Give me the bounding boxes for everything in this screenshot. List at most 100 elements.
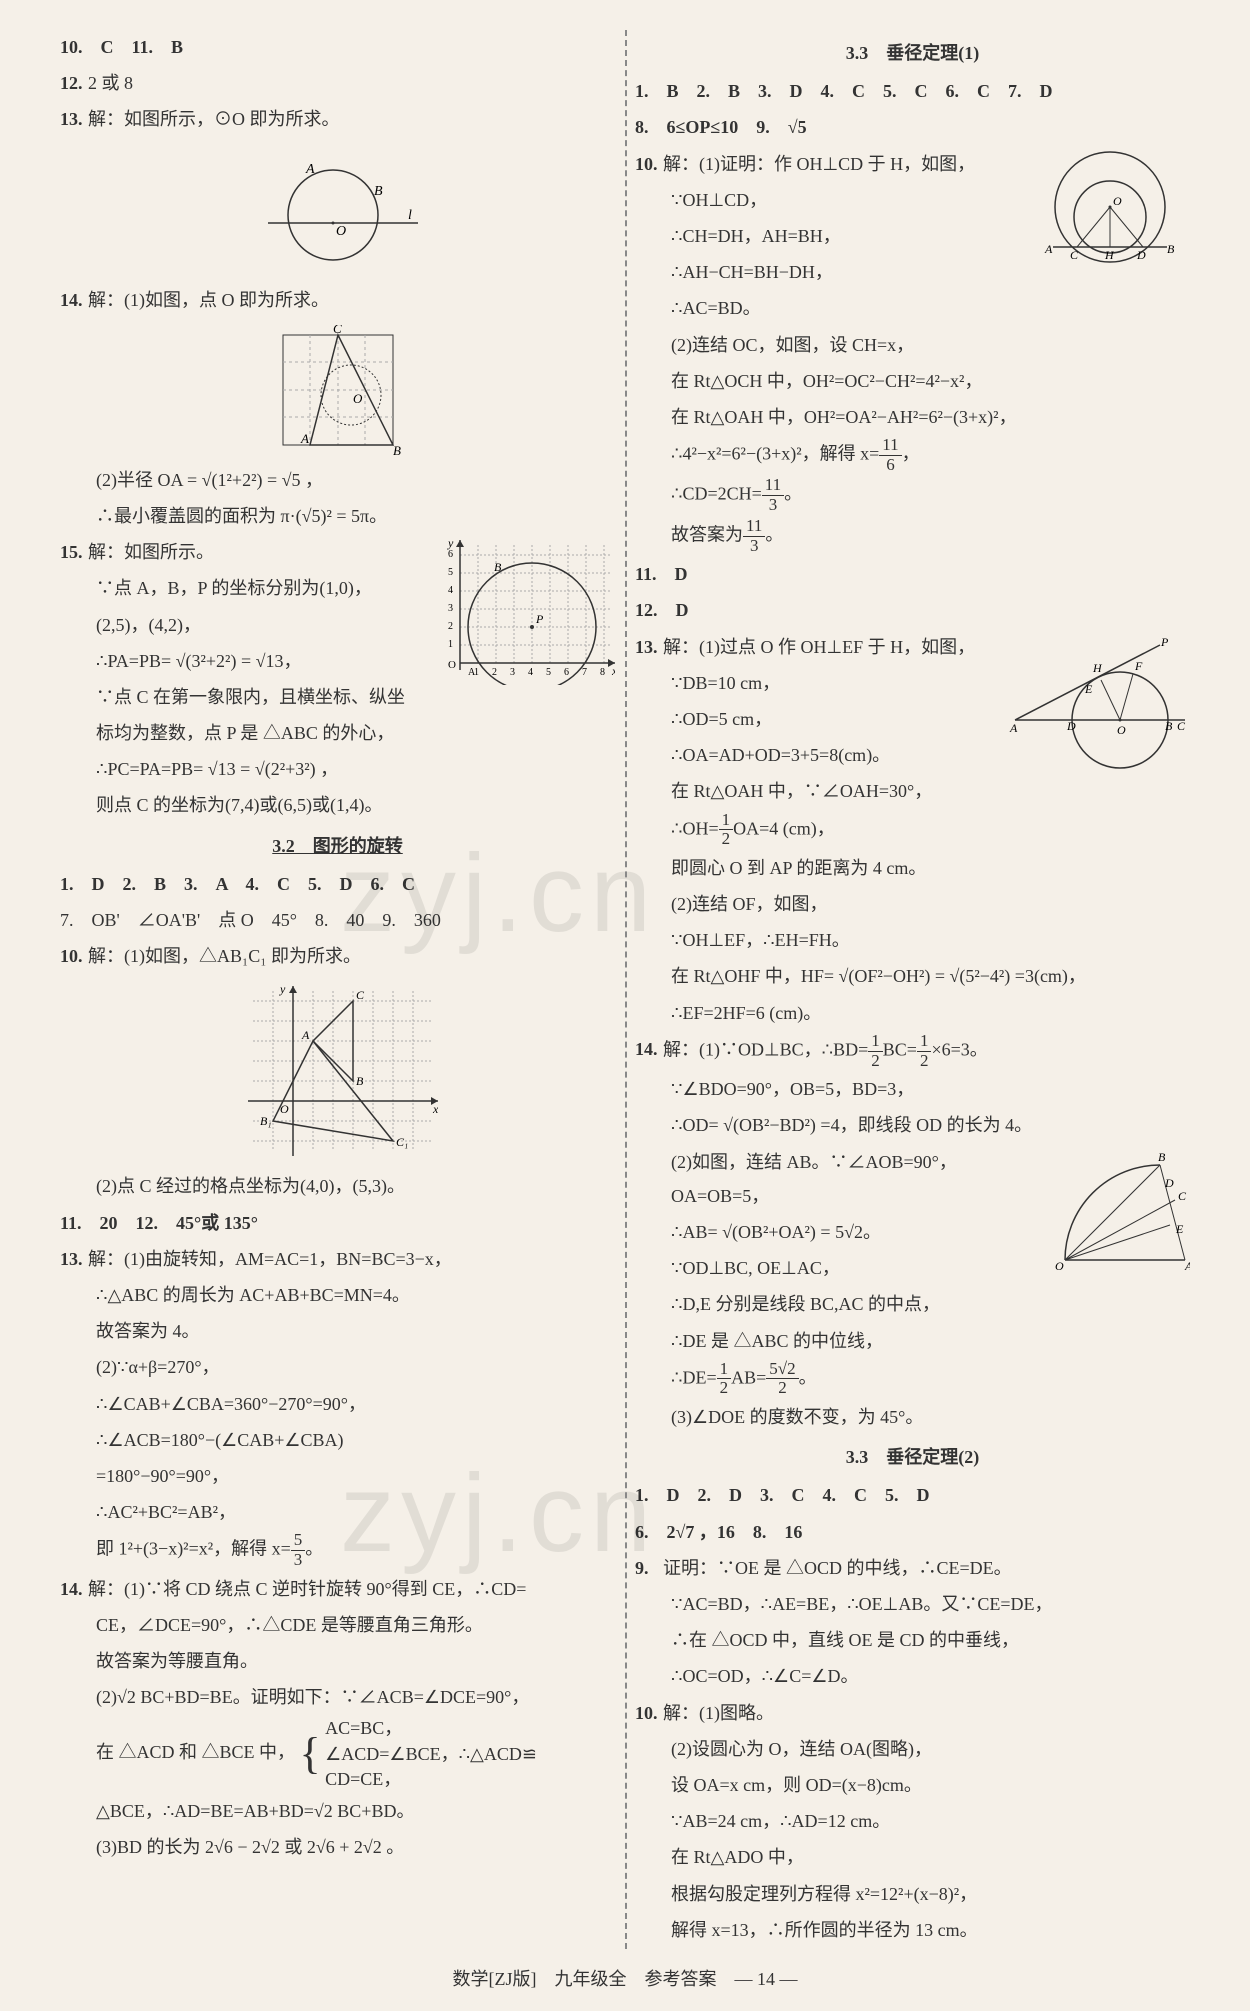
answer-line: 根据勾股定理列方程得 x²=12²+(x−8)²， [671,1877,1190,1911]
svg-text:3: 3 [510,667,515,678]
svg-text:O: O [1113,194,1122,208]
answer-line: (3)∠DOE 的度数不变，为 45°。 [671,1400,1190,1434]
answer-line: 10. C 11. B [60,30,615,64]
svg-text:A: A [301,1028,310,1042]
svg-text:O: O [1055,1259,1064,1273]
circle-chord-diagram: A B C D O P E H F [1005,630,1190,791]
svg-text:A: A [300,431,309,446]
answer-line: 则点 C 的坐标为(7,4)或(6,5)或(1,4)。 [96,788,615,822]
svg-text:O: O [448,659,456,671]
grid-diagram: A B C O [60,325,615,455]
answer-line: 在 Rt△OHF 中，HF= √(OF²−OH²) = √(5²−4²) =3(… [671,959,1190,993]
answer-line: ∵AC=BD，∴AE=BE，∴OE⊥AB。又∵CE=DE， [671,1587,1190,1621]
page-container: zyj.cn zyj.cn 10. C 11. B 12.2 或 8 13.解：… [60,30,1190,1949]
answer-line: 在 Rt△OCH 中，OH²=OC²−CH²=4²−x²， [671,364,1190,398]
answer-line: 设 OA=x cm，则 OD=(x−8)cm。 [671,1768,1190,1802]
answer-line: 1. D 2. D 3. C 4. C 5. D [635,1478,1190,1512]
answer-line: 故答案为等腰直角。 [96,1644,615,1678]
two-circles-diagram: A B C D H O [1015,147,1190,298]
svg-text:E: E [1084,682,1093,696]
svg-text:C: C [356,988,365,1002]
svg-text:A: A [1184,1259,1190,1273]
svg-text:A: A [468,667,476,678]
svg-text:y: y [279,982,286,996]
answer-line: (2)半径 OA = √(1²+2²) = √5 ， [96,463,615,497]
answer-line: 11. D [635,557,1190,591]
answer-line: 在 △ACD 和 △BCE 中， { AC=BC， ∠ACD=∠BCE，∴△AC… [96,1716,615,1792]
answer-line: ∵∠BDO=90°，OB=5，BD=3， [671,1072,1190,1106]
svg-text:B: B [393,443,401,455]
answer-line: (2)设圆心为 O，连结 OA(图略)， [671,1732,1190,1766]
svg-text:B: B [356,1074,364,1088]
answer-line: 9.证明：∵OE 是 △OCD 的中线，∴CE=DE。 [635,1551,1190,1585]
svg-text:4: 4 [448,585,453,596]
answer-line: ∴PC=PA=PB= √13 = √(2²+3²) ， [96,752,615,786]
answer-line: 在 Rt△ADO 中， [671,1840,1190,1874]
answer-line: =180°−90°=90°， [96,1459,615,1493]
section-title: 3.3 垂径定理(2) [635,1440,1190,1474]
svg-text:B: B [1167,242,1175,256]
svg-text:B: B [374,184,383,199]
svg-text:B: B [1158,1150,1166,1164]
answer-line: CE，∠DCE=90°，∴△CDE 是等腰直角三角形。 [96,1608,615,1642]
answer-line: ∴OH=12OA=4 (cm)， [671,811,1190,849]
svg-text:H: H [1092,661,1103,675]
svg-text:5: 5 [448,567,453,578]
answer-line: 12.2 或 8 [60,66,615,100]
answer-line: 10.解：(1)如图，△AB₁C₁ 即为所求。 [60,939,615,973]
answer-line: (2)√2 BC+BD=BE。证明如下：∵∠ACB=∠DCE=90°， [96,1680,615,1714]
circle-sector-diagram: O A B C D E [1040,1145,1190,1286]
svg-text:F: F [1134,659,1143,673]
answer-line: 即 1²+(3−x)²=x²，解得 x=53。 [96,1531,615,1569]
answer-line: 故答案为 4。 [96,1314,615,1348]
answer-line: ∴在 △OCD 中，直线 OE 是 CD 的中垂线， [671,1623,1190,1657]
answer-line: 11. 20 12. 45°或 135° [60,1206,615,1240]
answer-line: ∴最小覆盖圆的面积为 π·(√5)² = 5π。 [96,499,615,533]
svg-text:H: H [1104,248,1115,262]
svg-text:B: B [494,560,502,574]
answer-line: 13.解：如图所示，⊙O 即为所求。 [60,102,615,136]
answer-line: (3)BD 的长为 2√6 − 2√2 或 2√6 + 2√2 。 [96,1830,615,1864]
answer-line: △BCE，∴AD=BE=AB+BD=√2 BC+BD。 [96,1794,615,1828]
svg-text:D: D [1136,248,1146,262]
svg-text:C: C [333,325,342,336]
answer-line: 在 Rt△OAH 中，OH²=OA²−AH²=6²−(3+x)²， [671,400,1190,434]
svg-text:O: O [336,224,346,239]
svg-text:O: O [1117,723,1126,737]
svg-text:1: 1 [448,639,453,650]
answer-line: 14.解：(1)∵将 CD 绕点 C 逆时针旋转 90°得到 CE，∴CD= [60,1572,615,1606]
section-title: 3.2 图形的旋转 [60,829,615,863]
answer-line: 10.解：(1)图略。 [635,1696,1190,1730]
svg-text:l: l [408,208,412,223]
svg-text:P: P [1160,635,1169,649]
svg-text:x: x [432,1102,438,1116]
answer-line: 14.解：(1)如图，点 O 即为所求。 [60,283,615,317]
answer-line: ∴∠CAB+∠CBA=360°−270°=90°， [96,1387,615,1421]
answer-line: 故答案为113。 [671,517,1190,555]
answer-line: 1. D 2. B 3. A 4. C 5. D 6. C [60,867,615,901]
svg-text:6: 6 [448,549,453,560]
svg-text:3: 3 [448,603,453,614]
answer-line: 解得 x=13，∴所作圆的半径为 13 cm。 [671,1913,1190,1947]
svg-text:4: 4 [528,667,533,678]
answer-line: 1. B 2. B 3. D 4. C 5. C 6. C 7. D [635,74,1190,108]
svg-text:D: D [1164,1176,1174,1190]
answer-line: 7. OB' ∠OA'B' 点 O 45° 8. 40 9. 360 [60,903,615,937]
right-column: 3.3 垂径定理(1) 1. B 2. B 3. D 4. C 5. C 6. … [635,30,1190,1949]
svg-text:O: O [353,391,363,406]
answer-line: 14.解：(1)∵OD⊥BC，∴BD=12BC=12×6=3。 [635,1032,1190,1070]
svg-text:A: A [1009,721,1018,735]
svg-text:E: E [1175,1222,1184,1236]
answer-line: ∵AB=24 cm，∴AD=12 cm。 [671,1804,1190,1838]
answer-line: 即圆心 O 到 AP 的距离为 4 cm。 [671,851,1190,885]
svg-text:y: y [447,536,454,550]
answer-line: ∴4²−x²=6²−(3+x)²，解得 x=116， [671,436,1190,474]
answer-line: ∴OD= √(OB²−BD²) =4，即线段 OD 的长为 4。 [671,1108,1190,1142]
coord-circle-diagram: O x y 1A 23 45 67 8 65 43 21 B P [440,535,615,696]
svg-text:A: A [1044,242,1053,256]
answer-line: (2)连结 OC，如图，设 CH=x， [671,328,1190,362]
svg-text:5: 5 [546,667,551,678]
left-column: 10. C 11. B 12.2 或 8 13.解：如图所示，⊙O 即为所求。 … [60,30,615,1949]
answer-line: 8. 6≤OP≤10 9. √5 [635,110,1190,144]
page-footer: 数学[ZJ版] 九年级全 参考答案 — 14 — [60,1965,1190,1991]
